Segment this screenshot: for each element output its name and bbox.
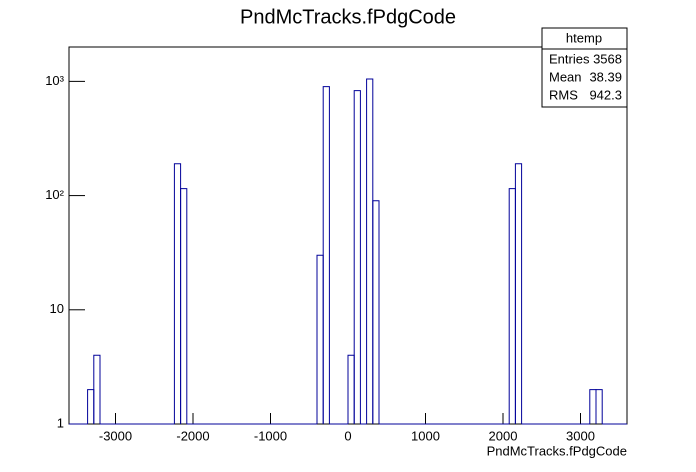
y-tick-label: 1 [57,415,64,430]
stats-key: Entries [549,51,590,66]
y-tick-label: 10 [50,301,64,316]
x-tick-label: -1000 [254,428,287,443]
x-tick-label: 0 [344,428,351,443]
histogram-bin [322,86,330,424]
x-tick-label: 3000 [566,428,595,443]
stats-frame [541,27,628,108]
stats-title: htemp [566,30,602,45]
histogram-bin [180,188,188,424]
x-tick-label: -2000 [176,428,209,443]
histogram-bin [372,200,380,424]
y-tick-label: 10³ [45,73,64,88]
stats-key: RMS [549,87,578,102]
chart-title: PndMcTracks.fPdgCode [240,6,456,28]
y-tick-label: 10² [45,187,64,202]
x-axis-label: PndMcTracks.fPdgCode [487,443,627,458]
histogram-bin [93,354,101,424]
stats-box: htemp Entries 3568 Mean 38.39 RMS 942.3 [541,27,628,108]
stats-value: 38.39 [589,69,622,84]
histogram-bin [595,389,603,424]
histogram-bin [514,163,523,424]
stats-key: Mean [549,69,582,84]
stats-value: 3568 [593,51,622,66]
x-tick-label: 1000 [411,428,440,443]
x-tick-label: 2000 [489,428,518,443]
histogram-bin [353,90,361,424]
x-tick-label: -3000 [99,428,132,443]
stats-value: 942.3 [589,87,622,102]
